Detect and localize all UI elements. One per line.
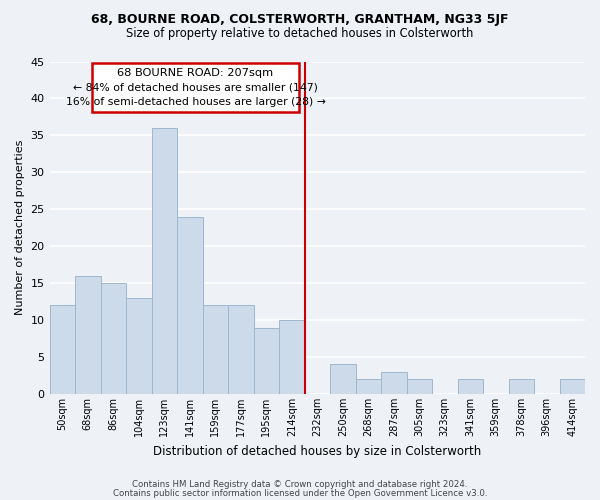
Text: 68, BOURNE ROAD, COLSTERWORTH, GRANTHAM, NG33 5JF: 68, BOURNE ROAD, COLSTERWORTH, GRANTHAM,… (91, 12, 509, 26)
Bar (177, 216, 203, 394)
Bar (330, 364, 356, 394)
Bar (254, 328, 279, 394)
Text: 16% of semi-detached houses are larger (28) →: 16% of semi-detached houses are larger (… (65, 97, 325, 107)
Bar (101, 283, 126, 394)
Bar (50, 306, 75, 394)
Bar (126, 298, 152, 394)
Bar (203, 306, 228, 394)
Text: Contains public sector information licensed under the Open Government Licence v3: Contains public sector information licen… (113, 489, 487, 498)
Bar (228, 306, 254, 394)
Bar (279, 320, 305, 394)
Bar (407, 379, 432, 394)
Bar (381, 372, 407, 394)
Bar (75, 276, 101, 394)
Text: 68 BOURNE ROAD: 207sqm: 68 BOURNE ROAD: 207sqm (118, 68, 274, 78)
FancyBboxPatch shape (92, 63, 299, 112)
Text: Contains HM Land Registry data © Crown copyright and database right 2024.: Contains HM Land Registry data © Crown c… (132, 480, 468, 489)
Bar (509, 379, 534, 394)
Bar (458, 379, 483, 394)
Bar (560, 379, 585, 394)
Y-axis label: Number of detached properties: Number of detached properties (15, 140, 25, 316)
Text: Size of property relative to detached houses in Colsterworth: Size of property relative to detached ho… (127, 28, 473, 40)
X-axis label: Distribution of detached houses by size in Colsterworth: Distribution of detached houses by size … (153, 444, 481, 458)
Bar (152, 128, 177, 394)
Text: ← 84% of detached houses are smaller (147): ← 84% of detached houses are smaller (14… (73, 82, 318, 92)
Bar (356, 379, 381, 394)
